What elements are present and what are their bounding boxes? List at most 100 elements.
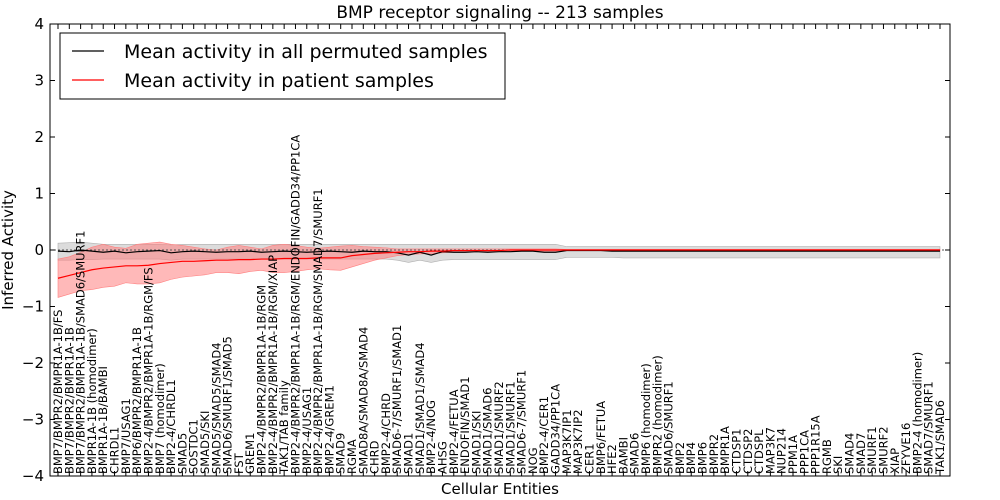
entity-label: SMAD7 xyxy=(854,433,868,474)
y-tick-label: −4 xyxy=(22,467,44,485)
entity-label: XIAP xyxy=(888,448,902,474)
entity-label: PPP1CA xyxy=(797,430,811,474)
y-tick-label: −1 xyxy=(22,298,44,316)
entity-label: BMP2-4/GREM1 xyxy=(322,385,336,474)
entity-label: CTDSPL xyxy=(752,429,766,474)
entity-label: BMP2-4/CHRDL1 xyxy=(164,379,178,474)
entity-label: SOSTDC1 xyxy=(187,419,201,474)
entity-label: CHRD xyxy=(368,440,382,474)
y-tick-label: 0 xyxy=(34,241,44,259)
entity-label: BMP2-4/FETUA xyxy=(447,389,461,474)
legend-box xyxy=(59,32,506,100)
entity-label: NUP214 xyxy=(775,428,789,474)
entity-label: MAP3K7IP1 xyxy=(560,409,574,474)
entity-label: RGMA xyxy=(345,439,359,474)
entity-label: CER1 xyxy=(582,443,596,474)
entity-label: BMP2-4/CHRD xyxy=(379,393,393,474)
entity-label: SMAD7/SMURF1 xyxy=(922,381,936,474)
entity-label: PPP1R15A xyxy=(809,415,823,474)
entity-label: CTDSP1 xyxy=(729,429,743,474)
y-tick-label: 4 xyxy=(34,15,44,33)
y-axis-ticks: −4 −3 −2 −1 0 1 2 3 4 xyxy=(22,15,950,485)
y-tick-label: 3 xyxy=(34,72,44,90)
y-axis-label: Inferred Activity xyxy=(0,190,17,310)
entity-label: SMAD5/SKI xyxy=(198,411,212,474)
entity-label: SMAD6-7/SMURF1 xyxy=(515,370,529,474)
entity-label: SMAD6-7/SMURF1/SMAD1 xyxy=(390,325,404,474)
entity-label: ZFYVE16 xyxy=(899,423,913,474)
entity-label: ENDOFIN/SMAD1 xyxy=(458,376,472,474)
entity-label: PPM1A xyxy=(786,435,800,474)
entity-label: GREM1 xyxy=(243,433,257,474)
entity-label: BMP6/FETUA xyxy=(594,401,608,474)
entity-label: BMP2-4/BMPR2/BMPR1A-1B/RGM/XIAP xyxy=(266,255,280,474)
entity-label: SMAD5/SMAD5/SMAD4 xyxy=(209,342,223,474)
entity-label: CHRDL1 xyxy=(108,427,122,474)
entity-label: CTDSP2 xyxy=(741,429,755,474)
entity-label: BMP6/BMPR2/BMPR1A-1B xyxy=(130,327,144,474)
entity-label: SMAD6/SMURF1 xyxy=(662,381,676,474)
entity-label: SMAD1/SMURF1 xyxy=(503,381,517,474)
entity-label: SMAD5 xyxy=(175,433,189,474)
x-axis-label: Cellular Entities xyxy=(441,480,559,498)
entity-label: SMAD8A/SMAD8A/SMAD4 xyxy=(356,327,370,474)
entity-label: BMP7/BMPR2/BMPR1A-1B/SMAD6/SMURF1 xyxy=(74,231,88,474)
entity-label: BMP6 xyxy=(696,442,710,474)
entity-label: BMPR2 xyxy=(707,434,721,474)
entity-label: MAP3K7 xyxy=(763,427,777,474)
entity-label: AHSG xyxy=(435,441,449,474)
y-tick-label: −3 xyxy=(22,411,44,429)
series-lines xyxy=(57,249,940,279)
entity-labels: BMP7/BMPR2/BMPR1A-1B/FSBMP7/BMPR2/BMPR1A… xyxy=(51,135,947,475)
entity-label: BMP7/BMPR2/BMPR1A-1B xyxy=(62,327,76,474)
entity-label: BMP2-4/BMPR2/BMPR1A-1B/RGM xyxy=(255,285,269,474)
entity-label: BMP2-4/USAG1 xyxy=(300,387,314,474)
entity-label: BMP2-4/BMPR2/BMPR1A-1B/RGM/SMAD7/SMURF1 xyxy=(311,188,325,474)
entity-label: BMP7/USAG1 xyxy=(119,398,133,474)
y-tick-label: 2 xyxy=(34,128,44,146)
entity-label: BMP7 (homodimer) xyxy=(153,363,167,474)
entity-label: BMPR1A-1B/BAMBI xyxy=(96,366,110,474)
entity-label: BMPR1A xyxy=(718,426,732,474)
entity-label: BMP2-4/NOG xyxy=(424,400,438,474)
entity-label: GADD34/PP1CA xyxy=(549,384,563,474)
entity-label: BMP6 (homodimer) xyxy=(639,363,653,474)
entity-label: SMAD6 xyxy=(628,433,642,474)
entity-label: BMP2-4/BMPR2/BMPR1A-1B/RGM/FS xyxy=(141,267,155,474)
entity-label: BMP2 xyxy=(673,442,687,474)
entity-label: BMP2-4/CER1 xyxy=(537,396,551,474)
entity-label: BMP7/BMPR2/BMPR1A-1B/FS xyxy=(51,310,65,474)
entity-label: SKI xyxy=(831,456,845,474)
series-line-permuted xyxy=(57,249,940,256)
plot-frame xyxy=(49,23,951,477)
entity-label: SMAD1/SMURF2 xyxy=(492,381,506,474)
x-axis-ticks xyxy=(57,24,941,476)
entity-label: BMPR1A-1B (homodimer) xyxy=(85,328,99,474)
series-line-patient xyxy=(57,249,940,279)
legend-label-permuted: Mean activity in all permuted samples xyxy=(124,41,487,63)
entity-label: SMAD1/SMAD6 xyxy=(481,388,495,474)
entity-label: SMAD6/SMURF1/SMAD5 xyxy=(221,336,235,474)
entity-label: RGMB xyxy=(820,439,834,474)
entity-label: SMAD1/SKI xyxy=(469,411,483,474)
entity-label: TAK1/SMAD6 xyxy=(933,400,947,475)
chart-title: BMP receptor signaling -- 213 samples xyxy=(336,3,663,23)
entity-label: SMAD1 xyxy=(402,433,416,474)
entity-label: BMPR2 (homodimer) xyxy=(650,355,664,474)
entity-label: SMAD4 xyxy=(843,433,857,474)
entity-label: SMAD1/SMAD1/SMAD4 xyxy=(413,342,427,474)
y-tick-label: −2 xyxy=(22,354,44,372)
entity-label: BMP2-4/BMPR2/BMPR1A-1B/RGM/ENDOFIN/GADD3… xyxy=(288,135,302,474)
y-tick-label: 1 xyxy=(34,185,44,203)
entity-label: MAP3K7IP2 xyxy=(571,409,585,474)
legend: Mean activity in all permuted samples Me… xyxy=(59,32,506,100)
entity-label: SMAD9 xyxy=(334,433,348,474)
entity-label: FST xyxy=(232,452,246,474)
entity-label: HFE2 xyxy=(605,444,619,474)
entity-label: NOG xyxy=(526,447,540,474)
entity-label: TAK1/TAB family xyxy=(277,380,291,475)
legend-label-patient: Mean activity in patient samples xyxy=(124,70,434,92)
entity-label: BMP2-4 (homodimer) xyxy=(910,352,924,474)
entity-label: SMURF1 xyxy=(865,426,879,474)
